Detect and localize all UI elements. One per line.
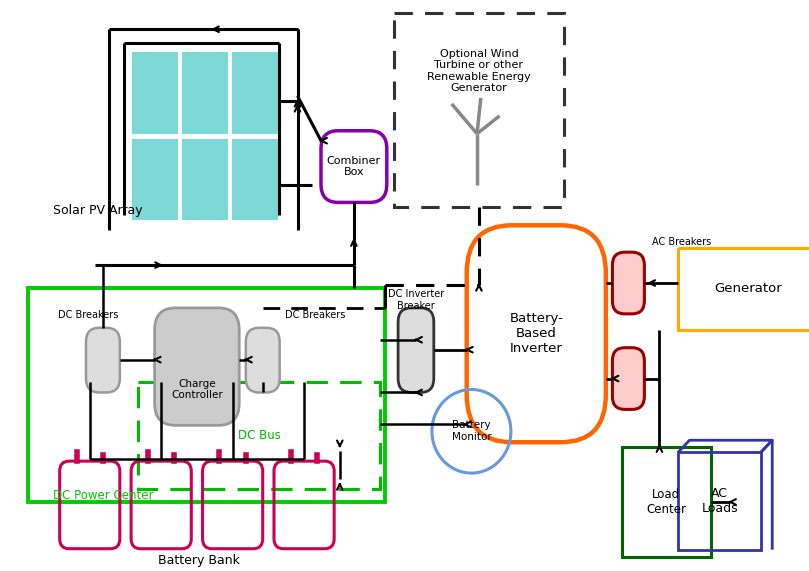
Text: Battery-
Based
Inverter: Battery- Based Inverter: [510, 312, 563, 355]
Text: Optional Wind
Turbine or other
Renewable Energy
Generator: Optional Wind Turbine or other Renewable…: [427, 49, 531, 94]
Bar: [183, 140, 227, 219]
Bar: [133, 53, 177, 132]
Bar: [678, 452, 761, 550]
Text: Charge
Controller: Charge Controller: [171, 379, 222, 400]
FancyBboxPatch shape: [155, 308, 239, 425]
FancyBboxPatch shape: [612, 348, 645, 409]
Bar: [678, 248, 809, 330]
FancyBboxPatch shape: [246, 328, 280, 392]
Text: Solar PV Array: Solar PV Array: [53, 204, 142, 217]
FancyBboxPatch shape: [398, 308, 434, 392]
Text: Load
Center: Load Center: [646, 488, 686, 516]
Text: DC Inverter
Breaker: DC Inverter Breaker: [388, 289, 444, 311]
Text: AC
Loads: AC Loads: [701, 487, 738, 515]
Text: DC Bus: DC Bus: [238, 429, 281, 442]
FancyBboxPatch shape: [86, 328, 120, 392]
Text: AC Breakers: AC Breakers: [652, 237, 711, 247]
Text: Battery Bank: Battery Bank: [158, 554, 239, 567]
Text: Generator: Generator: [714, 283, 781, 295]
Bar: [183, 53, 227, 132]
Bar: [138, 381, 380, 489]
Text: Battery
Monitor: Battery Monitor: [451, 420, 491, 442]
FancyBboxPatch shape: [612, 252, 645, 314]
Bar: [233, 140, 277, 219]
Bar: [233, 53, 277, 132]
Text: DC Breakers: DC Breakers: [57, 310, 118, 320]
Bar: [622, 447, 711, 557]
Text: DC Breakers: DC Breakers: [286, 310, 345, 320]
Text: Combiner
Box: Combiner Box: [327, 156, 381, 178]
Text: DC Power Center: DC Power Center: [53, 489, 154, 502]
Bar: [133, 140, 177, 219]
Bar: [394, 13, 564, 207]
Bar: [28, 288, 385, 502]
